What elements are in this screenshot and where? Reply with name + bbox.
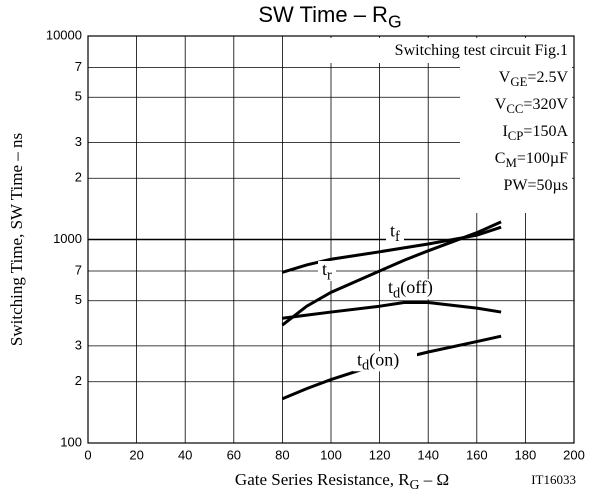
- y-tick-label: 1000: [53, 231, 82, 246]
- annotation: Switching test circuit Fig.1: [395, 42, 568, 59]
- y-tick-label: 10000: [46, 27, 82, 42]
- annotation: ICP=150A: [502, 123, 568, 143]
- y-axis-label: Switching Time, SW Time – ns: [7, 133, 26, 346]
- y-tick-label: 3: [75, 134, 82, 149]
- series-label-bg: [353, 351, 417, 372]
- annotation-part: V: [499, 69, 511, 86]
- x-tick-label: 140: [417, 447, 439, 462]
- annotation-part: M: [505, 156, 516, 170]
- annotation-part: Switching test circuit Fig.1: [395, 42, 568, 59]
- annotation-part: CP: [508, 129, 524, 143]
- annotation: PW=50µs: [504, 177, 568, 194]
- x-tick-label: 100: [320, 447, 342, 462]
- x-axis-label-part: – Ω: [419, 470, 449, 489]
- annotation-box: [322, 38, 572, 63]
- y-tick-label: 7: [75, 59, 82, 74]
- y-tick-label: 5: [75, 89, 82, 104]
- chart-title-part: G: [388, 11, 402, 31]
- x-tick-label: 180: [515, 447, 537, 462]
- series-label-part: t: [357, 349, 362, 369]
- series-label-bg: [318, 261, 336, 282]
- y-tick-label: 100: [60, 434, 82, 449]
- series-label: td(off): [388, 277, 433, 302]
- series-label-part: t: [388, 277, 393, 297]
- annotation-box: [460, 63, 572, 213]
- y-tick-label: 2: [75, 170, 82, 185]
- series-line: [282, 301, 502, 320]
- annotation-part: =320V: [523, 96, 568, 113]
- series-label: tf: [390, 221, 400, 246]
- x-tick-label: 160: [466, 447, 488, 462]
- x-tick-label: 60: [227, 447, 241, 462]
- chart-title-part: SW Time – R: [258, 2, 388, 27]
- series-label-part: r: [327, 268, 332, 284]
- annotation-part: =100µF: [517, 150, 568, 167]
- annotation: VGE=2.5V: [499, 69, 569, 89]
- x-axis-label-part: G: [410, 477, 420, 492]
- series-label-part: f: [395, 229, 400, 245]
- series-label-bg: [384, 279, 448, 300]
- series-label-part: d: [393, 286, 401, 302]
- annotation-part: PW=50µs: [504, 177, 568, 194]
- y-tick-label: 3: [75, 337, 82, 352]
- y-tick-label: 2: [75, 373, 82, 388]
- series-label: td(on): [357, 349, 399, 374]
- x-tick-label: 40: [178, 447, 192, 462]
- annotation-part: =2.5V: [527, 69, 568, 86]
- annotation: VCC=320V: [495, 96, 569, 116]
- annotation-part: I: [502, 123, 507, 140]
- annotation-part: V: [495, 96, 507, 113]
- series-label-part: t: [322, 259, 327, 279]
- x-axis-label-part: Gate Series Resistance, R: [235, 470, 410, 489]
- annotation-part: GE: [510, 75, 527, 89]
- x-axis-label: Gate Series Resistance, RG – Ω: [235, 470, 449, 492]
- x-tick-label: 20: [129, 447, 143, 462]
- annotation-part: CC: [506, 102, 523, 116]
- plot-frame: [87, 35, 575, 444]
- chart-title: SW Time – RG: [258, 2, 401, 31]
- series-label-part: (on): [369, 349, 399, 370]
- y-tick-label: 7: [75, 262, 82, 277]
- y-tick-label: 5: [75, 292, 82, 307]
- x-tick-label: 120: [369, 447, 391, 462]
- series-label-part: (off): [400, 277, 433, 298]
- annotation-part: C: [495, 150, 506, 167]
- annotation-part: =150A: [523, 123, 568, 140]
- series-label: tr: [322, 259, 332, 284]
- series-label-part: t: [390, 221, 395, 241]
- series-label-bg: [386, 222, 404, 243]
- figure-code: IT16033: [531, 472, 576, 487]
- x-tick-label: 0: [84, 447, 91, 462]
- annotation: CM=100µF: [495, 150, 568, 170]
- x-tick-label: 80: [275, 447, 289, 462]
- series-label-part: d: [362, 358, 370, 374]
- x-tick-label: 200: [563, 447, 585, 462]
- series-line: [281, 220, 502, 327]
